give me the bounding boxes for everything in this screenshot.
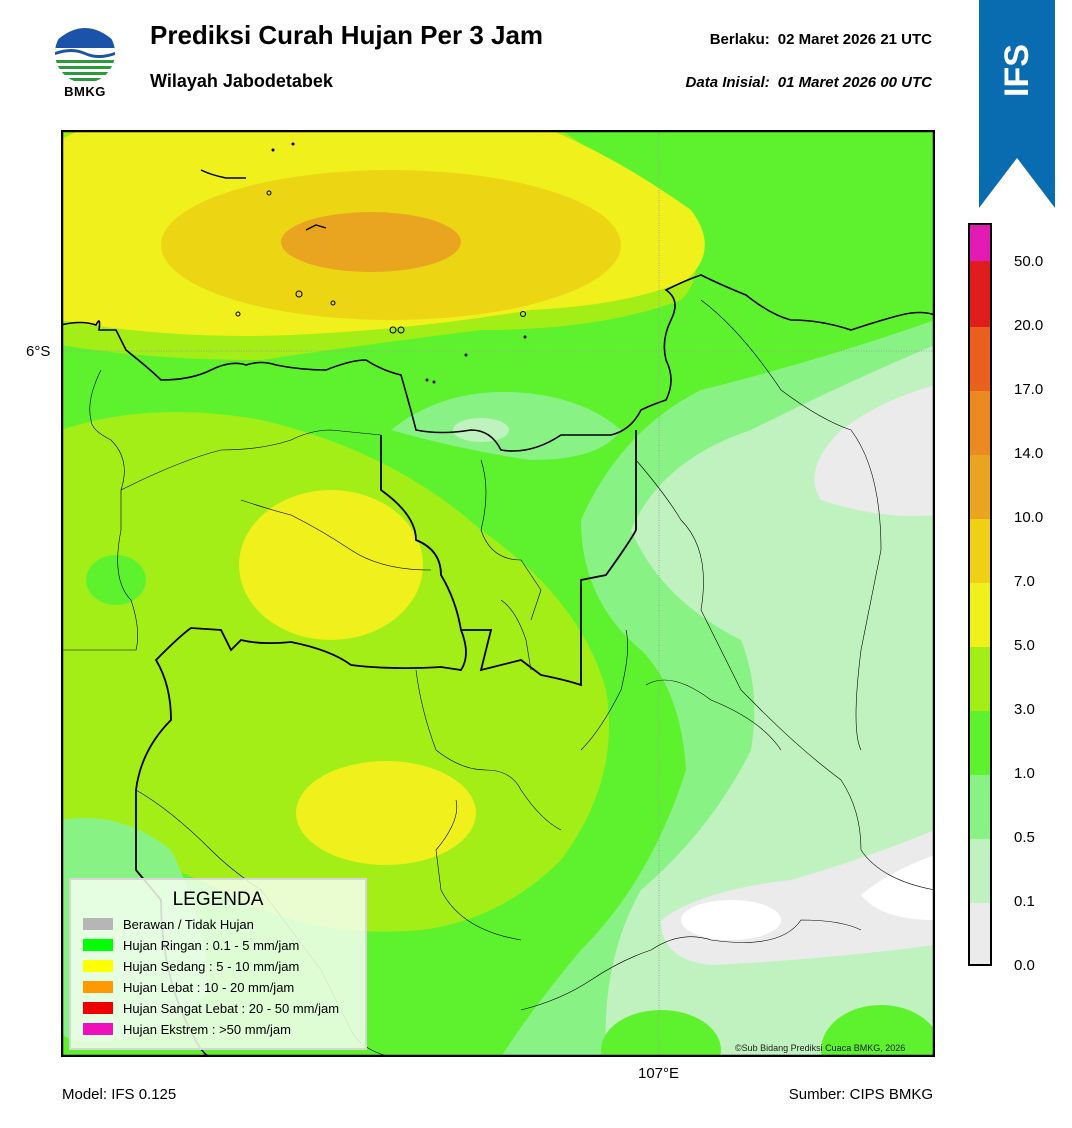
colorbar-label: 17.0 (1014, 381, 1044, 398)
legend-item: Berawan / Tidak Hujan (83, 916, 254, 932)
colorbar-label: 10.0 (1014, 509, 1044, 526)
colorbar-label: 1.0 (1014, 765, 1035, 782)
model-badge-text: IFS (997, 43, 1036, 97)
colorbar-label: 20.0 (1014, 317, 1044, 334)
bmkg-logo (55, 23, 115, 83)
legend-swatch (83, 918, 113, 930)
model-badge: IFS (979, 30, 1055, 110)
legend-label: Hujan Sangat Lebat : 20 - 50 mm/jam (123, 1000, 340, 1016)
legend-swatch (83, 960, 113, 972)
legend-swatch (83, 939, 113, 951)
legend-label: Hujan Ringan : 0.1 - 5 mm/jam (123, 937, 300, 953)
legend-item: Hujan Sangat Lebat : 20 - 50 mm/jam (83, 1000, 339, 1016)
colorbar-label: 50.0 (1014, 253, 1044, 270)
colorbar-label: 5.0 (1014, 637, 1035, 654)
colorbar (968, 223, 992, 966)
legend-swatch (83, 1002, 113, 1014)
legend-label: Hujan Sedang : 5 - 10 mm/jam (123, 958, 300, 974)
model-ribbon (979, 0, 1055, 208)
legend-item: Hujan Sedang : 5 - 10 mm/jam (83, 958, 299, 974)
page-subtitle: Wilayah Jabodetabek (150, 71, 333, 91)
legend-item: Hujan Ringan : 0.1 - 5 mm/jam (83, 937, 299, 953)
colorbar-label: 0.0 (1014, 957, 1035, 974)
longitude-label: 107°E (638, 1065, 680, 1082)
colorbar-label: 14.0 (1014, 445, 1044, 462)
legend-item: Hujan Lebat : 10 - 20 mm/jam (83, 979, 294, 995)
valid-label: Berlaku: (709, 31, 770, 48)
latitude-label: 6°S (26, 343, 51, 360)
legend-swatch (83, 1023, 113, 1035)
source-label: Sumber: CIPS BMKG (788, 1086, 933, 1103)
colorbar-label: 7.0 (1014, 573, 1035, 590)
legend-label: Hujan Ekstrem : >50 mm/jam (123, 1021, 291, 1037)
legend-label: Hujan Lebat : 10 - 20 mm/jam (123, 979, 295, 995)
legend-label: Berawan / Tidak Hujan (123, 916, 254, 932)
logo-text: BMKG (64, 84, 106, 99)
valid-time: Berlaku: 02 Maret 2026 21 UTC (710, 31, 932, 48)
colorbar-label: 3.0 (1014, 701, 1035, 718)
page-title: Prediksi Curah Hujan Per 3 Jam (150, 20, 544, 50)
colorbar-label: 0.5 (1014, 829, 1035, 846)
map-credit: ©Sub Bidang Prediksi Cuaca BMKG, 2026 (735, 1043, 906, 1053)
valid-value: 02 Maret 2026 21 UTC (777, 31, 932, 48)
init-value: 01 Maret 2026 00 UTC (777, 74, 932, 91)
legend-item: Hujan Ekstrem : >50 mm/jam (83, 1021, 291, 1037)
init-label: Data Inisial: (685, 74, 770, 91)
model-label: Model: IFS 0.125 (62, 1086, 177, 1103)
legend-title: LEGENDA (172, 889, 264, 910)
legend-swatch (83, 981, 113, 993)
init-time: Data Inisial: 01 Maret 2026 00 UTC (686, 74, 932, 91)
legend-box: LEGENDA Berawan / Tidak Hujan Hujan Ring… (69, 878, 367, 1050)
colorbar-label: 0.1 (1014, 893, 1035, 910)
